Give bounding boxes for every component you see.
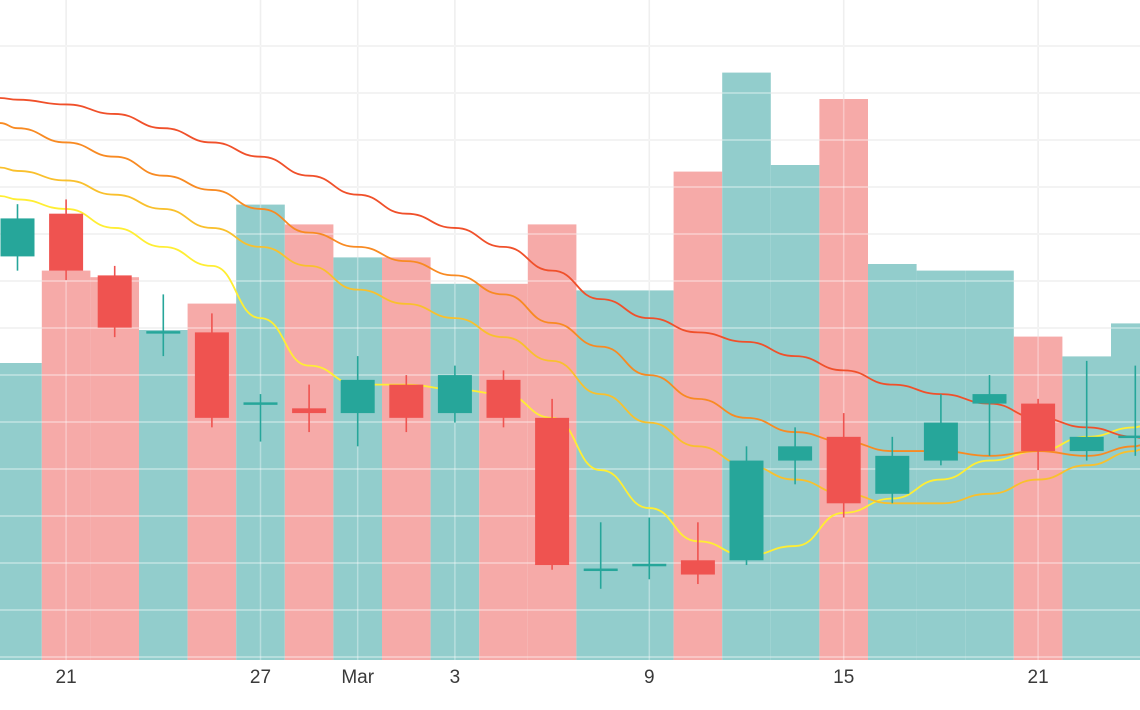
candle-body [1118, 435, 1140, 439]
volume-bar [0, 363, 42, 660]
candle-body [243, 402, 278, 405]
grid-overlay [0, 0, 1140, 660]
volume-bar [625, 290, 674, 660]
candle-body [292, 408, 327, 414]
candle-body [389, 384, 424, 418]
candle-body [778, 446, 813, 461]
volume-bars [0, 72, 1140, 661]
candle-body [972, 394, 1007, 404]
x-tick-label: 27 [250, 667, 271, 688]
volume-bar [1013, 336, 1063, 660]
volume-bar [770, 165, 820, 660]
x-tick-label: 3 [450, 667, 461, 688]
x-tick-label: Mar [341, 667, 374, 688]
candle-body [146, 331, 181, 334]
candle-body [194, 332, 229, 418]
volume-bar [90, 277, 139, 660]
volume-bar [382, 257, 431, 660]
x-tick-label: 21 [1028, 667, 1049, 688]
candle-body [1021, 403, 1056, 452]
candle-body [729, 460, 764, 561]
x-axis-ticks: 21 27 Mar 3 9 15 21 [56, 667, 1049, 688]
candle-body [0, 218, 35, 257]
candle-body [97, 275, 132, 328]
candle-body [340, 379, 375, 414]
x-tick-label: 9 [644, 667, 655, 688]
candle-body [680, 560, 715, 575]
moving-average-line-1 [0, 195, 1140, 557]
volume-bar [819, 99, 868, 660]
candle-body [486, 379, 521, 418]
volume-bar [479, 283, 528, 660]
candle-body [49, 213, 84, 271]
volume-bar [333, 257, 382, 660]
x-tick-label: 21 [56, 667, 77, 688]
candles [0, 199, 1140, 589]
volume-bar [139, 330, 188, 660]
candle-body [583, 568, 618, 572]
volume-bar [673, 171, 723, 660]
moving-average-line-2 [0, 166, 1140, 505]
x-tick-label: 15 [833, 667, 854, 688]
moving-average-line-3 [0, 122, 1140, 457]
candle-body [632, 563, 667, 567]
candle-body [535, 417, 570, 566]
candle-body [437, 375, 472, 414]
candle-body [826, 436, 861, 504]
volume-bar [284, 224, 334, 660]
candle-body [875, 455, 910, 494]
volume-bar [41, 270, 91, 660]
volume-bar [430, 283, 480, 660]
volume-bar [722, 72, 771, 661]
candle-body [923, 422, 958, 461]
candle-body [1069, 436, 1104, 452]
